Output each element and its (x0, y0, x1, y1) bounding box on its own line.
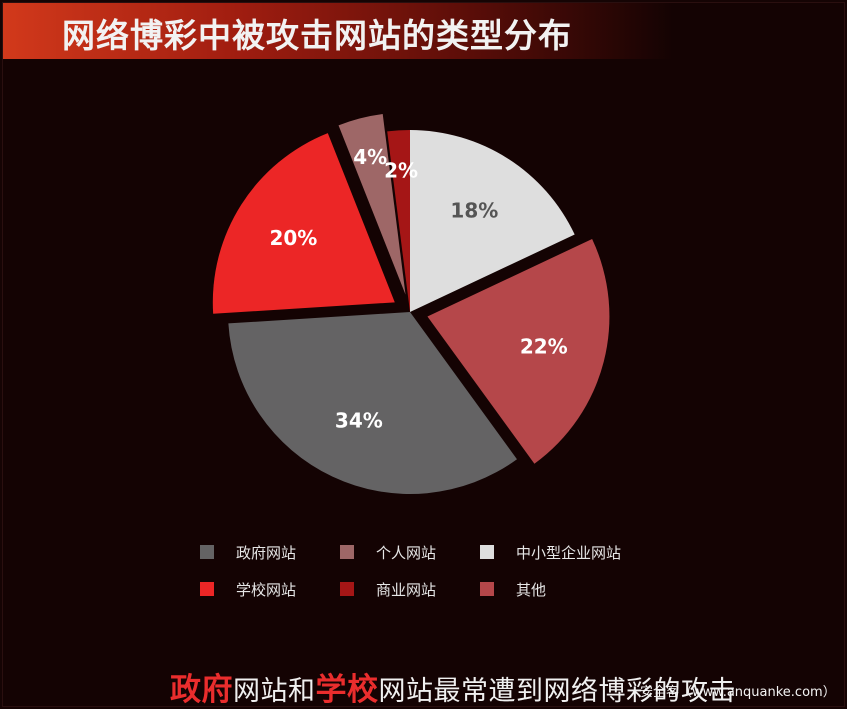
legend-label-3: 学校网站 (236, 580, 297, 599)
pie-label-0: 18% (450, 199, 498, 223)
title-bar (3, 3, 673, 59)
legend-label-2: 中小型企业网站 (516, 543, 622, 562)
pie-slice-3 (212, 133, 395, 314)
legend-swatch-2 (480, 545, 494, 559)
footer-text-2: 网站最常遭到网络博彩的攻击 (378, 676, 736, 707)
pie-slice-4 (338, 114, 406, 295)
legend-item-2: 中小型企业网站 (480, 541, 621, 563)
legend-item-3: 学校网站 (200, 578, 296, 600)
pie-slice-5 (387, 130, 410, 312)
chart-title: 网络博彩中被攻击网站的类型分布 (62, 16, 572, 55)
pie-label-4: 4% (353, 145, 387, 169)
legend-label-0: 政府网站 (236, 543, 297, 562)
pie-label-3: 20% (269, 226, 317, 250)
pie-slice-1 (427, 238, 610, 464)
pie-label-5: 2% (384, 158, 418, 182)
legend-label-4: 商业网站 (376, 580, 437, 599)
legend-swatch-3 (200, 582, 214, 596)
legend-swatch-4 (340, 582, 354, 596)
footer-caption: 政府网站和学校网站最常遭到网络博彩的攻击 (170, 664, 736, 709)
legend-label-5: 其他 (516, 580, 547, 599)
pie-slice-0 (410, 130, 575, 312)
legend-item-1: 个人网站 (340, 541, 436, 563)
footer-highlight-government: 政府 (170, 672, 233, 708)
legend-swatch-1 (340, 545, 354, 559)
watermark: 安全客（www.anquanke.com） (640, 685, 836, 700)
legend-item-5: 其他 (480, 578, 546, 600)
pie-slice-2 (228, 312, 517, 495)
legend-label-1: 个人网站 (376, 543, 437, 562)
pie-label-1: 22% (520, 334, 568, 358)
legend-item-0: 政府网站 (200, 541, 296, 563)
legend-swatch-5 (480, 582, 494, 596)
footer-highlight-school: 学校 (315, 672, 379, 708)
legend-swatch-0 (200, 545, 214, 559)
footer-text-1: 网站和 (233, 676, 316, 707)
legend-item-4: 商业网站 (340, 578, 436, 600)
pie-label-2: 34% (335, 409, 383, 433)
